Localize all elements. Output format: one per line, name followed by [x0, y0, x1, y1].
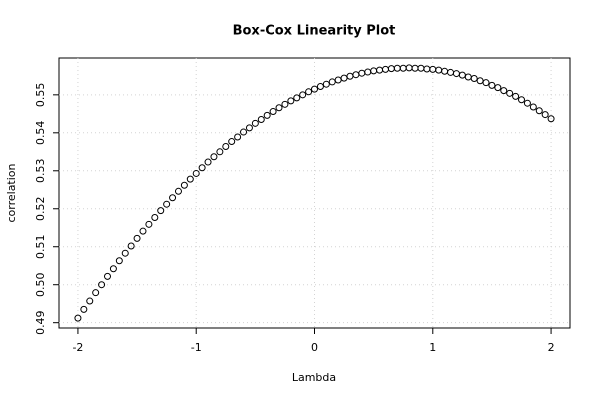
- y-axis-label: correlation: [5, 163, 18, 222]
- point: [234, 133, 242, 141]
- point: [482, 79, 490, 87]
- x-tick-label: 0: [311, 341, 318, 354]
- x-tick-label: -2: [72, 341, 83, 354]
- point: [109, 265, 117, 273]
- point: [216, 148, 224, 156]
- chart-title: Box-Cox Linearity Plot: [233, 24, 396, 39]
- point: [103, 272, 111, 280]
- point: [470, 75, 478, 83]
- point: [287, 97, 295, 105]
- point: [529, 103, 537, 111]
- point: [139, 227, 147, 235]
- point: [115, 257, 123, 265]
- point: [121, 249, 129, 257]
- point: [145, 220, 153, 228]
- point: [127, 242, 135, 250]
- point: [245, 124, 253, 132]
- point: [198, 164, 206, 172]
- y-tick-label: 0.52: [34, 197, 47, 222]
- point: [92, 289, 100, 297]
- point: [186, 175, 194, 183]
- point: [169, 194, 177, 202]
- x-tick-label: -1: [191, 341, 202, 354]
- point: [541, 111, 549, 119]
- x-tick-label: 2: [548, 341, 555, 354]
- point: [281, 100, 289, 108]
- point: [311, 85, 318, 93]
- point: [80, 305, 88, 313]
- point: [547, 115, 555, 123]
- y-tick-label: 0.49: [34, 310, 47, 335]
- point: [86, 297, 94, 305]
- point: [269, 108, 277, 116]
- point: [275, 104, 283, 112]
- point: [523, 99, 531, 107]
- point: [151, 213, 159, 221]
- point: [500, 87, 508, 95]
- point: [210, 153, 218, 161]
- point: [74, 314, 82, 322]
- point: [263, 111, 271, 119]
- point: [506, 89, 514, 97]
- point: [257, 116, 265, 124]
- y-tick-label: 0.51: [34, 234, 47, 259]
- point: [251, 119, 259, 127]
- point: [293, 94, 301, 102]
- y-tick-label: 0.54: [34, 121, 47, 146]
- x-axis-label: Lambda: [292, 371, 336, 384]
- point: [518, 96, 526, 104]
- y-tick-label: 0.55: [34, 83, 47, 108]
- point: [222, 142, 230, 150]
- point: [535, 107, 543, 115]
- point: [488, 81, 496, 89]
- point: [174, 187, 182, 195]
- point: [240, 128, 248, 136]
- point: [180, 181, 188, 189]
- point: [316, 82, 324, 90]
- y-tick-label: 0.50: [34, 272, 47, 297]
- point: [322, 80, 330, 88]
- point: [157, 207, 165, 215]
- point: [192, 169, 200, 177]
- point: [98, 281, 106, 289]
- point: [299, 91, 307, 99]
- point: [163, 200, 171, 208]
- point: [305, 88, 313, 96]
- point: [228, 138, 236, 146]
- x-tick-label: 1: [429, 341, 436, 354]
- point: [512, 92, 520, 100]
- point: [494, 84, 502, 92]
- point: [133, 234, 141, 242]
- y-tick-label: 0.53: [34, 159, 47, 184]
- point: [204, 158, 212, 166]
